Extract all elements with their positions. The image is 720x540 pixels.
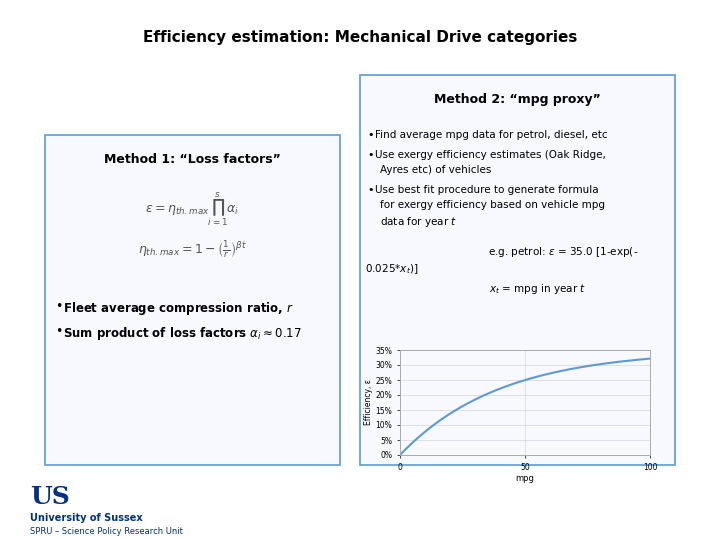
Text: •: • xyxy=(367,185,374,195)
Text: University of Sussex: University of Sussex xyxy=(30,513,143,523)
Text: US: US xyxy=(30,485,70,509)
Text: Find average mpg data for petrol, diesel, etc: Find average mpg data for petrol, diesel… xyxy=(375,130,608,140)
Text: $\varepsilon = \eta_{th.max} \prod_{i=1}^{s} \alpha_i$: $\varepsilon = \eta_{th.max} \prod_{i=1}… xyxy=(145,190,240,228)
Text: •: • xyxy=(55,300,63,313)
Text: Use best fit procedure to generate formula: Use best fit procedure to generate formu… xyxy=(375,185,598,195)
Text: Use exergy efficiency estimates (Oak Ridge,: Use exergy efficiency estimates (Oak Rid… xyxy=(375,150,606,160)
Text: •: • xyxy=(367,130,374,140)
Text: $x_t$ = mpg in year $t$: $x_t$ = mpg in year $t$ xyxy=(489,282,586,296)
FancyBboxPatch shape xyxy=(45,135,340,465)
Y-axis label: Efficiency, ε: Efficiency, ε xyxy=(364,380,373,426)
Text: •: • xyxy=(55,325,63,338)
Text: data for year $t$: data for year $t$ xyxy=(380,215,457,229)
Text: for exergy efficiency based on vehicle mpg: for exergy efficiency based on vehicle m… xyxy=(380,200,605,210)
Text: Fleet average compression ratio, $r$: Fleet average compression ratio, $r$ xyxy=(63,300,294,317)
Text: 0.025*$x_t$)]: 0.025*$x_t$)] xyxy=(365,262,418,276)
X-axis label: mpg: mpg xyxy=(516,475,534,483)
Text: Ayres etc) of vehicles: Ayres etc) of vehicles xyxy=(380,165,491,175)
Text: e.g. petrol: $\varepsilon$ = 35.0 [1-exp(-: e.g. petrol: $\varepsilon$ = 35.0 [1-exp… xyxy=(487,245,638,259)
Text: Method 1: “Loss factors”: Method 1: “Loss factors” xyxy=(104,153,281,166)
FancyBboxPatch shape xyxy=(360,75,675,465)
Text: Efficiency estimation: Mechanical Drive categories: Efficiency estimation: Mechanical Drive … xyxy=(143,30,577,45)
Text: Sum product of loss factors $\alpha_i \approx 0.17$: Sum product of loss factors $\alpha_i \a… xyxy=(63,325,302,342)
Text: $\eta_{th.max} = 1 - \left(\frac{1}{r}\right)^{\beta t}$: $\eta_{th.max} = 1 - \left(\frac{1}{r}\r… xyxy=(138,240,247,261)
Text: •: • xyxy=(367,150,374,160)
Text: Method 2: “mpg proxy”: Method 2: “mpg proxy” xyxy=(434,93,601,106)
Text: SPRU – Science Policy Research Unit: SPRU – Science Policy Research Unit xyxy=(30,527,183,536)
